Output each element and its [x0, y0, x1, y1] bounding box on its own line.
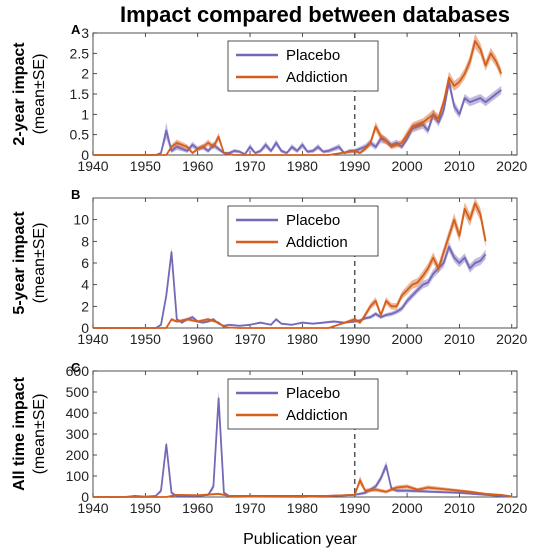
x-tick-label: 2000: [391, 500, 422, 516]
legend-box: [227, 40, 379, 92]
y-tick-label: 1: [81, 106, 89, 122]
x-tick-label: 1960: [182, 500, 213, 516]
legend: Placebo Addiction: [227, 40, 379, 92]
y-tick-label: 300: [66, 426, 90, 442]
mean-line: [93, 202, 487, 329]
panels: A2-year impact (mean±SE)1940 1950 1960 1970 1…: [11, 22, 528, 516]
x-tick-label: 1940: [77, 158, 108, 174]
figure-title: Impact compared between databases: [120, 2, 510, 27]
series-addiction: [93, 198, 487, 329]
x-tick-label: 1970: [234, 158, 265, 174]
y-tick-label: 2: [81, 66, 89, 82]
x-tick-label: 1960: [182, 331, 213, 347]
legend-label: Addiction: [286, 234, 348, 251]
mean-line: [93, 245, 487, 329]
legend: Placebo Addiction: [227, 378, 379, 430]
x-tick-label: 1950: [130, 158, 161, 174]
legend-label: Addiction: [286, 69, 348, 86]
legend: Placebo Addiction: [227, 205, 379, 257]
x-tick-label: 2000: [391, 331, 422, 347]
mean-line: [93, 40, 503, 156]
x-tick-label: 1940: [77, 331, 108, 347]
y-tick-label: 2: [81, 298, 89, 314]
mean-line: [93, 479, 512, 498]
mean-line: [93, 80, 502, 156]
x-tick-label: 1980: [287, 158, 318, 174]
y-axis-label: 5-year impact: [11, 211, 28, 315]
x-tick-label: 2020: [496, 158, 527, 174]
panel-letter: A: [71, 22, 81, 37]
y-axis-sublabel: (mean±SE): [31, 394, 48, 475]
x-tick-label: 1950: [130, 331, 161, 347]
x-tick-label: 1980: [287, 500, 318, 516]
series-addiction: [93, 33, 503, 156]
panel-letter: B: [71, 187, 80, 202]
y-tick-label: 200: [66, 447, 90, 463]
legend-label: Placebo: [286, 385, 340, 402]
y-tick-label: 8: [81, 233, 89, 249]
y-tick-label: 500: [66, 384, 90, 400]
x-tick-label: 2010: [444, 331, 475, 347]
y-tick-label: 4: [81, 277, 89, 293]
y-tick-label: 2.5: [70, 45, 90, 61]
y-axis-sublabel: (mean±SE): [31, 54, 48, 135]
y-axis-label: 2-year impact: [11, 42, 28, 146]
legend-label: Placebo: [286, 212, 340, 229]
y-tick-label: 10: [73, 212, 89, 228]
se-band: [93, 476, 512, 497]
x-tick-label: 2010: [444, 500, 475, 516]
panel-letter: C: [71, 360, 81, 375]
x-tick-label: 1940: [77, 500, 108, 516]
y-tick-label: 1.5: [70, 86, 90, 102]
y-tick-label: 0: [81, 489, 89, 505]
x-tick-label: 1970: [234, 331, 265, 347]
y-axis-label: All time impact: [11, 376, 28, 490]
y-tick-label: 3: [81, 25, 89, 41]
series-addiction: [93, 476, 512, 498]
x-tick-label: 2000: [391, 158, 422, 174]
x-tick-label: 1990: [339, 500, 370, 516]
se-band: [93, 241, 486, 328]
panel-c: C All time impact (mean±SE) 1940 1950 1960 197…: [11, 360, 528, 516]
y-tick-label: 600: [66, 363, 90, 379]
legend-box: [227, 378, 379, 430]
x-tick-label: 1950: [130, 500, 161, 516]
x-tick-label: 1960: [182, 158, 213, 174]
panel-b: B 5-year impact (mean±SE) 1940 1950 1960 1970 1…: [11, 187, 528, 347]
x-tick-label: 1980: [287, 331, 318, 347]
x-tick-label: 2010: [444, 158, 475, 174]
x-tick-label: 2020: [496, 331, 527, 347]
x-tick-label: 2020: [496, 500, 527, 516]
y-tick-label: 0.5: [70, 127, 90, 143]
y-axis-sublabel: (mean±SE): [31, 223, 48, 304]
legend-label: Placebo: [286, 47, 340, 64]
x-tick-label: 1970: [234, 500, 265, 516]
y-tick-label: 0: [81, 147, 89, 163]
x-tick-label: 1990: [339, 158, 370, 174]
y-tick-label: 100: [66, 468, 90, 484]
y-tick-label: 6: [81, 255, 89, 271]
panel-a: A 2-year impact (mean±SE) 1940 1950 1960 1970 1…: [11, 22, 528, 174]
x-axis-label: Publication year: [243, 531, 358, 548]
y-tick-label: 400: [66, 405, 90, 421]
y-tick-label: 0: [81, 320, 89, 336]
x-tick-label: 1990: [339, 331, 370, 347]
legend-box: [227, 205, 379, 257]
legend-label: Addiction: [286, 407, 348, 424]
